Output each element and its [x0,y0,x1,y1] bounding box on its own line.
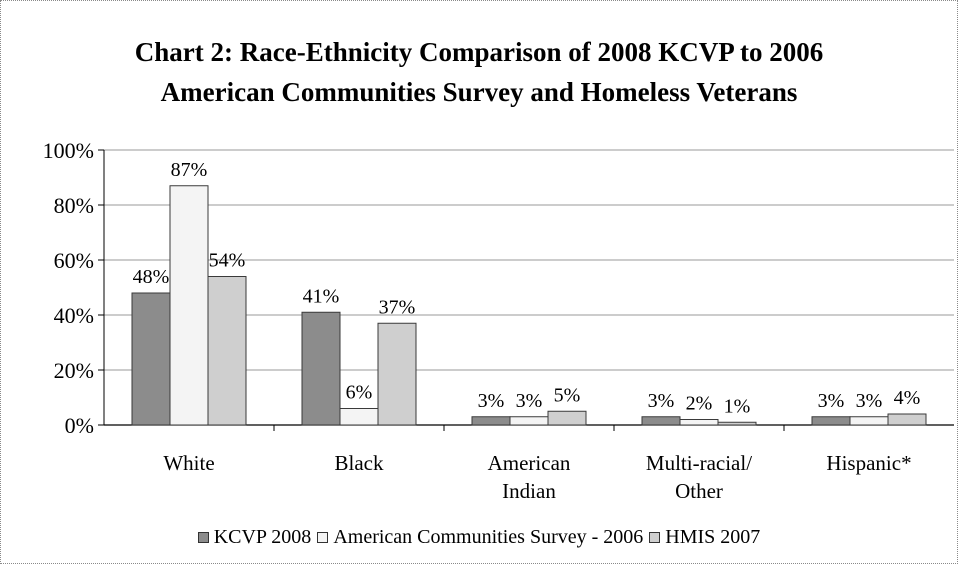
chart-title: Chart 2: Race-Ethnicity Comparison of 20… [0,32,958,112]
x-category-label: Other [675,479,723,503]
legend-label: KCVP 2008 [213,526,312,548]
bar [131,292,171,426]
x-category-label: American [488,451,571,475]
x-category-label: White [163,451,214,475]
bar [641,416,681,426]
data-label: 3% [516,390,543,412]
y-tick-label: 60% [54,248,94,273]
data-label: 37% [379,296,416,318]
x-category-label: Multi-racial/ [646,451,752,475]
y-tick-label: 20% [54,358,94,383]
bar [207,276,247,426]
legend-swatch [317,532,329,543]
chart-title-line-2: American Communities Survey and Homeless… [160,77,798,107]
x-category-label: Indian [502,479,556,503]
bar [679,419,719,426]
legend-item: American Communities Survey - 2006 [317,526,643,549]
data-label: 4% [894,387,921,409]
bar [339,408,379,426]
data-label: 54% [209,250,246,272]
legend-label: American Communities Survey - 2006 [333,526,644,548]
bar [377,322,417,426]
bar [887,413,927,426]
bar [811,416,851,426]
data-label: 3% [818,390,845,412]
y-tick-label: 40% [54,303,94,328]
data-label: 5% [554,384,581,406]
x-category-label: Hispanic* [826,451,911,475]
legend-label: HMIS 2007 [665,526,761,548]
x-category-label: Black [335,451,384,475]
legend-swatch [197,532,209,543]
data-label: 3% [648,390,675,412]
y-tick-label: 80% [54,193,94,218]
data-label: 41% [303,285,340,307]
bar [849,416,889,426]
data-label: 6% [346,382,373,404]
bar [547,410,587,426]
data-label: 48% [133,266,170,288]
bar [471,416,511,426]
bar [717,421,757,426]
legend-item: KCVP 2008 [197,526,312,549]
legend-swatch [649,532,661,543]
data-label: 2% [686,393,713,415]
data-label: 87% [171,159,208,181]
y-tick-label: 0% [65,413,94,438]
y-tick-label: 100% [43,138,94,163]
bar [169,185,209,426]
bar [301,311,341,426]
legend: KCVP 2008 American Communities Survey - 2… [0,526,958,549]
bar [509,416,549,426]
chart-title-line-1: Chart 2: Race-Ethnicity Comparison of 20… [134,37,824,67]
data-label: 1% [724,395,751,417]
legend-item: HMIS 2007 [649,526,760,549]
data-label: 3% [856,390,883,412]
data-label: 3% [478,390,505,412]
